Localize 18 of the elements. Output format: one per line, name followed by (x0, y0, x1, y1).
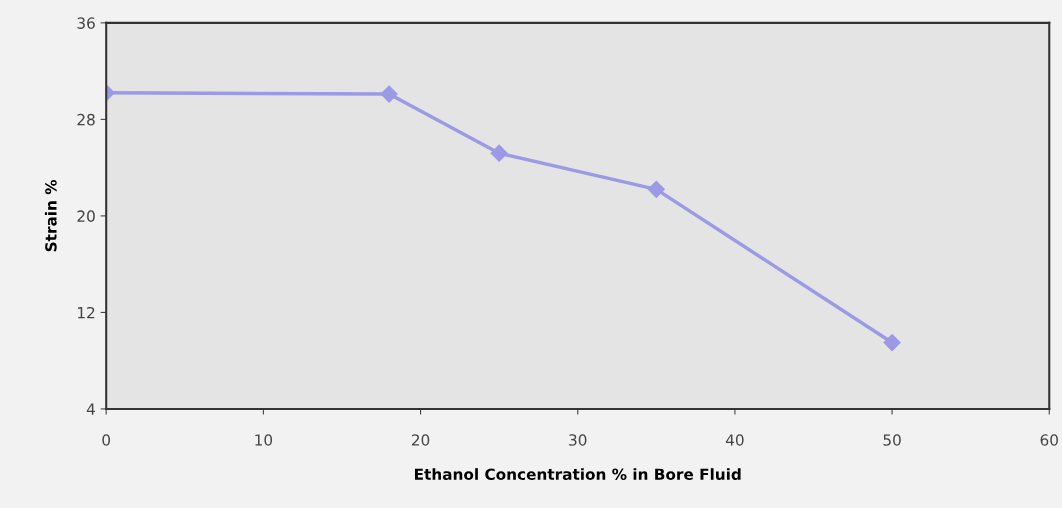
x-tick-label: 0 (102, 434, 111, 446)
y-tick-label: 20 (77, 210, 95, 222)
x-tick-label: 50 (883, 434, 901, 446)
point (490, 144, 508, 162)
y-tick-label: 28 (77, 113, 95, 126)
y-axis-title: Strain % (44, 179, 57, 252)
point (883, 334, 901, 352)
x-tick-label: 60 (1040, 434, 1058, 446)
y-tick-label: 36 (77, 17, 95, 29)
x-tick-label: 10 (255, 434, 273, 446)
point (647, 180, 665, 198)
x-tick-label: 30 (569, 434, 587, 446)
y-tick-label: 12 (78, 306, 95, 319)
y-tick-label: 4 (86, 403, 95, 415)
x-tick-label: 20 (411, 434, 430, 446)
x-axis-title: Ethanol Concentration % in Bore Fluid (415, 468, 741, 480)
x-tick-label: 40 (725, 434, 744, 446)
point (380, 85, 398, 103)
